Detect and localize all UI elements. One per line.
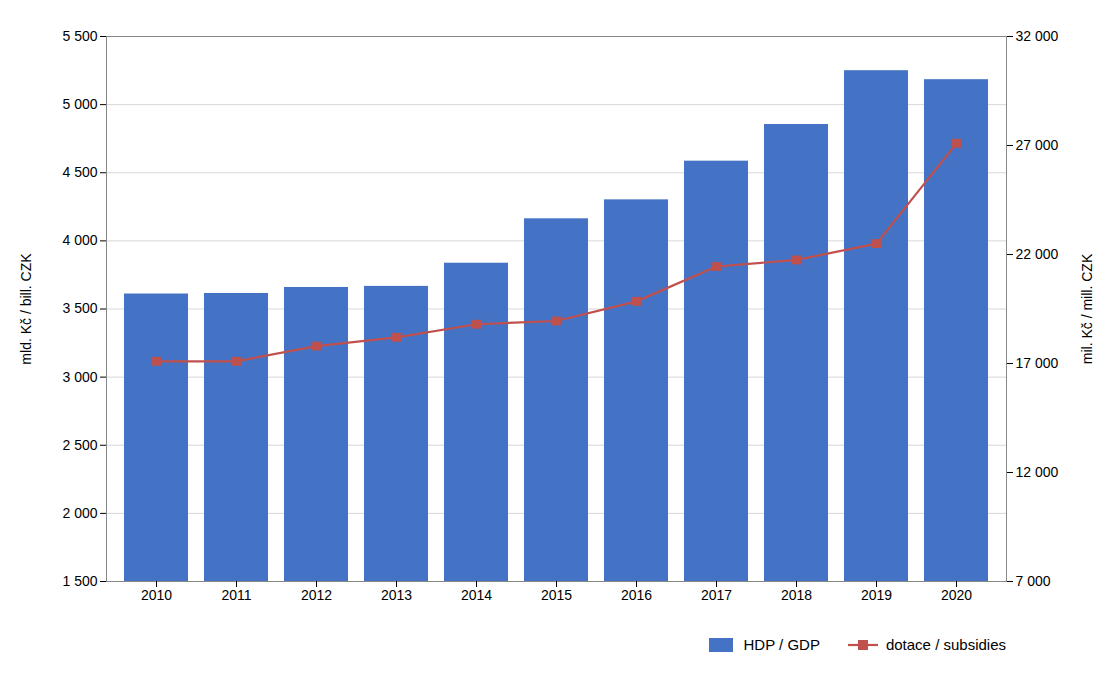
svg-text:mil. Kč / mill. CZK: mil. Kč / mill. CZK xyxy=(1079,253,1095,364)
svg-text:5 000: 5 000 xyxy=(62,96,97,112)
svg-text:2020: 2020 xyxy=(941,587,972,603)
svg-text:2015: 2015 xyxy=(541,587,572,603)
svg-text:32 000: 32 000 xyxy=(1016,28,1059,44)
svg-text:2 000: 2 000 xyxy=(62,505,97,521)
html-text:dotace / subsidies: dotace / subsidies xyxy=(885,636,1006,653)
svg-text:2017: 2017 xyxy=(701,587,732,603)
svg-text:4 000: 4 000 xyxy=(62,232,97,248)
svg-text:4 500: 4 500 xyxy=(62,164,97,180)
svg-text:2014: 2014 xyxy=(461,587,492,603)
svg-text:2016: 2016 xyxy=(621,587,652,603)
svg-text:17 000: 17 000 xyxy=(1016,355,1059,371)
svg-text:2010: 2010 xyxy=(141,587,172,603)
svg-text:3 500: 3 500 xyxy=(62,300,97,316)
svg-text:2011: 2011 xyxy=(221,587,251,603)
svg-text:2 500: 2 500 xyxy=(62,437,97,453)
svg-text:mld. Kč / bill. CZK: mld. Kč / bill. CZK xyxy=(18,253,34,365)
svg-text:2018: 2018 xyxy=(781,587,812,603)
svg-text:2019: 2019 xyxy=(861,587,892,603)
svg-text:1 500: 1 500 xyxy=(62,573,97,589)
svg-text:27 000: 27 000 xyxy=(1016,137,1059,153)
svg-text:2012: 2012 xyxy=(301,587,332,603)
svg-text:5 500: 5 500 xyxy=(62,28,97,44)
svg-text:3 000: 3 000 xyxy=(62,369,97,385)
svg-text:12 000: 12 000 xyxy=(1016,464,1059,480)
svg-text:22 000: 22 000 xyxy=(1016,246,1059,262)
svg-text:7 000: 7 000 xyxy=(1016,573,1051,589)
svg-text:2013: 2013 xyxy=(381,587,412,603)
html-text:HDP / GDP: HDP / GDP xyxy=(743,636,820,653)
